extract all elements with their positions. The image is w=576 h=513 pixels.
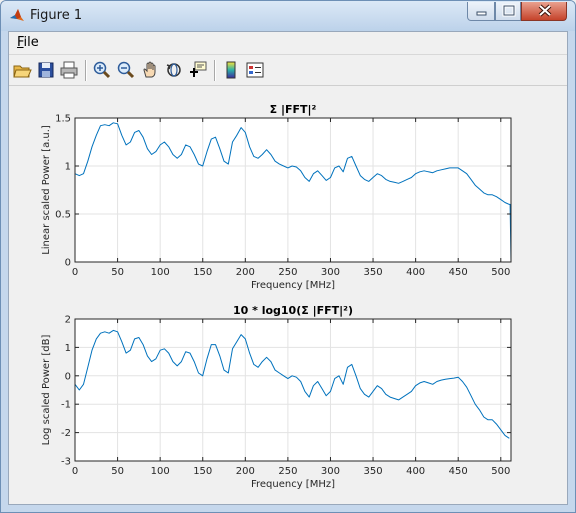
menu-bar: File xyxy=(9,32,567,55)
figure-canvas: 0 50 100 150 200 250 300 350 400 450 500 0 0.5 1 1.5 Σ … xyxy=(9,86,567,504)
zoom-out-icon xyxy=(117,61,135,79)
open-file-icon xyxy=(13,65,32,78)
insert-colorbar-button[interactable] xyxy=(221,60,241,80)
maximize-icon xyxy=(502,4,516,17)
insert-legend-icon xyxy=(246,62,264,78)
x-tick-label: 0 xyxy=(72,466,78,477)
y-axis-label: Linear scaled Power [a.u.] xyxy=(41,125,52,255)
x-tick-label: 500 xyxy=(491,267,510,278)
y-tick-label: -3 xyxy=(61,457,71,468)
y-tick-label: 0.5 xyxy=(55,210,71,221)
x-tick-label: 50 xyxy=(111,466,124,477)
x-tick-label: 400 xyxy=(406,267,425,278)
axes-box xyxy=(74,117,512,263)
series-line xyxy=(74,329,510,439)
pan-hand-icon xyxy=(143,61,156,78)
x-tick-label: 350 xyxy=(364,466,383,477)
rotate-3d-button[interactable] xyxy=(164,60,184,80)
open-file-button[interactable] xyxy=(12,60,32,80)
x-tick-label: 100 xyxy=(151,466,170,477)
x-tick-label: 250 xyxy=(278,466,297,477)
save-icon xyxy=(38,62,54,78)
x-tick-label: 150 xyxy=(193,267,212,278)
x-tick-label: 450 xyxy=(449,267,468,278)
axes-box xyxy=(74,318,512,462)
axes-background xyxy=(75,118,511,262)
data-cursor-button[interactable] xyxy=(188,60,208,80)
plot-area[interactable]: 0 50 100 150 200 250 300 350 400 450 50000.511.5Σ … xyxy=(9,86,567,504)
save-button[interactable] xyxy=(36,60,56,80)
matlab-logo-icon xyxy=(10,9,24,21)
axes-background xyxy=(75,319,511,461)
zoom-in-button[interactable] xyxy=(92,60,112,80)
x-tick-label: 500 xyxy=(491,466,510,477)
rotate-3d-icon xyxy=(166,63,181,77)
title-bar[interactable]: Figure 1 xyxy=(1,1,575,31)
x-tick-label: 50 xyxy=(111,267,124,278)
axes-2: 0 50 100 150 200 250 300 350 400 450 500 -3 -2 -1 0 1 2 1… xyxy=(41,304,512,490)
x-tick-label: 250 xyxy=(278,267,297,278)
y-tick-label: -1 xyxy=(61,400,71,411)
x-tick-label: 300 xyxy=(321,267,340,278)
print-icon xyxy=(60,61,78,79)
menu-file[interactable]: File xyxy=(17,35,39,50)
minimize-icon xyxy=(476,11,487,16)
series-line xyxy=(74,122,512,263)
x-tick-label: 350 xyxy=(364,267,383,278)
x-tick-label: 300 xyxy=(321,466,340,477)
data-cursor-icon xyxy=(190,61,207,77)
x-tick-label: 0 xyxy=(72,267,78,278)
x-tick-label: 100 xyxy=(151,267,170,278)
x-tick-label: 150 xyxy=(193,466,212,477)
close-button[interactable] xyxy=(521,2,567,21)
x-axis-label: Frequency [MHz] xyxy=(251,479,335,490)
window-title: Figure 1 xyxy=(30,8,83,23)
y-tick-label: 1 xyxy=(65,343,71,354)
print-button[interactable] xyxy=(59,60,79,80)
zoom-out-button[interactable] xyxy=(116,60,136,80)
chart-title: 10 * log10(Σ |FFT|²) xyxy=(233,304,353,317)
x-tick-label: 450 xyxy=(449,466,468,477)
pan-button[interactable] xyxy=(140,60,160,80)
y-axis-label: Log scaled Power [dB] xyxy=(41,335,52,446)
toolbar-separator xyxy=(85,60,86,81)
insert-legend-button[interactable] xyxy=(245,60,265,80)
figure-toolbar xyxy=(9,55,567,86)
y-tick-label: 1 xyxy=(65,162,71,173)
x-tick-label: 200 xyxy=(236,267,255,278)
x-tick-label: 400 xyxy=(406,466,425,477)
chart-title: Σ |FFT|² xyxy=(270,103,317,116)
y-tick-label: 0 xyxy=(65,258,71,269)
y-tick-label: 1.5 xyxy=(55,114,71,125)
maximize-button[interactable] xyxy=(495,2,521,21)
x-axis-label: Frequency [MHz] xyxy=(251,280,335,291)
toolbar-separator xyxy=(214,60,215,81)
zoom-in-icon xyxy=(93,61,111,79)
figure-client-area: File xyxy=(8,31,568,505)
close-icon xyxy=(538,4,552,17)
minimize-button[interactable] xyxy=(467,2,495,21)
y-tick-label: -2 xyxy=(61,428,71,439)
y-tick-label: 2 xyxy=(65,315,71,326)
x-tick-label: 200 xyxy=(236,466,255,477)
y-tick-label: 0 xyxy=(65,371,71,382)
insert-colorbar-icon xyxy=(226,61,236,79)
axes-1: 0 50 100 150 200 250 300 350 400 450 500 0 0.5 1 1.5 Σ … xyxy=(41,103,512,291)
